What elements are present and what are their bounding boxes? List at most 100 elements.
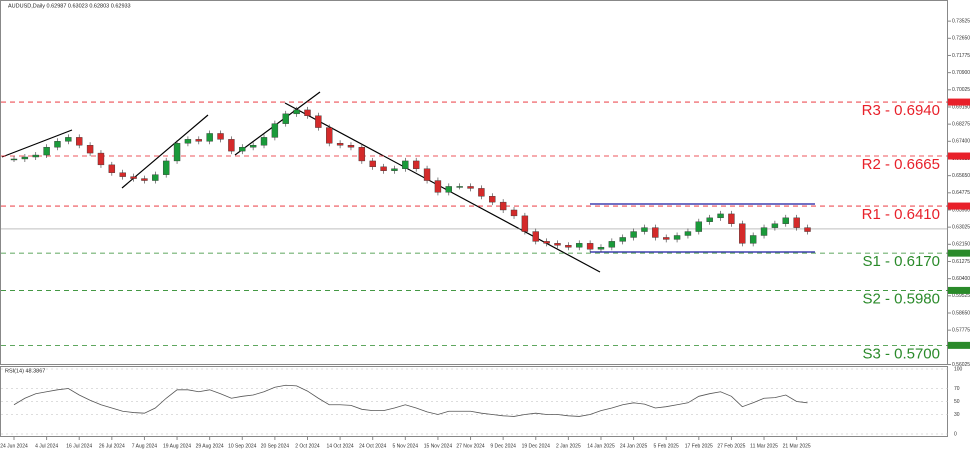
chart-title: AUDUSD,Daily 0.62987 0.63023 0.62803 0.6… — [8, 3, 131, 9]
candle — [97, 152, 105, 166]
y-tick-label: 0.63900 — [952, 207, 970, 213]
candle — [771, 223, 779, 228]
candle — [326, 127, 333, 144]
x-tick-label: 19 Dec 2024 — [522, 443, 551, 449]
x-tick-label: 29 Aug 2024 — [196, 443, 224, 449]
candle — [532, 231, 539, 242]
candle — [673, 235, 681, 240]
trend-lines — [1, 91, 815, 273]
level-label: R1 - 0.6410 — [862, 206, 940, 223]
x-tick-label: 14 Jan 2025 — [587, 443, 615, 449]
y-tick-label: 0.61275 — [952, 259, 970, 265]
candle — [739, 223, 746, 244]
x-tick-label: 24 Oct 2024 — [359, 443, 386, 449]
candle — [217, 133, 224, 140]
candle — [10, 158, 18, 161]
candle — [456, 186, 463, 188]
y-tick-label: 0.71775 — [952, 53, 970, 59]
x-tick-label: 14 Oct 2024 — [326, 443, 353, 449]
candle — [684, 231, 692, 236]
rsi-tick-label: 30 — [954, 412, 960, 418]
candle — [304, 109, 311, 116]
candle — [271, 123, 279, 138]
candle — [586, 243, 594, 250]
candle — [706, 217, 713, 222]
x-tick-label: 11 Mar 2025 — [750, 443, 778, 449]
rsi-tick-label: 0 — [954, 431, 957, 437]
candle — [336, 143, 344, 146]
candle — [141, 178, 148, 181]
x-tick-label: 5 Feb 2025 — [654, 443, 680, 449]
y-tick-label: 0.62150 — [952, 242, 970, 248]
candle — [749, 235, 757, 244]
candle — [489, 196, 496, 203]
candle — [717, 213, 724, 219]
y-tick-label: 0.68275 — [952, 121, 970, 127]
candle — [173, 143, 181, 162]
y-tick-label: 0.56025 — [952, 362, 970, 368]
level-label: S2 - 0.5980 — [862, 290, 940, 307]
candle — [21, 156, 29, 160]
candle — [663, 237, 670, 240]
candle — [86, 145, 94, 154]
candle — [630, 231, 637, 238]
candle — [641, 227, 648, 232]
level-tag — [948, 202, 970, 210]
level-tag — [948, 286, 970, 294]
y-tick-label: 0.70025 — [952, 87, 970, 93]
y-tick-label: 0.70900 — [952, 70, 970, 76]
x-tick-label: 2 Oct 2024 — [295, 443, 320, 449]
candle — [467, 186, 474, 189]
candle — [54, 141, 61, 148]
candle — [32, 154, 39, 158]
y-tick-label: 0.69150 — [952, 104, 970, 110]
y-tick-label: 0.59525 — [952, 293, 970, 299]
candle — [543, 241, 550, 244]
y-tick-label: 0.65650 — [952, 173, 970, 179]
y-tick-label: 0.63025 — [952, 224, 970, 230]
trend-line — [1, 129, 73, 158]
candle — [43, 146, 50, 156]
candle — [228, 139, 235, 152]
x-tick-label: 9 Dec 2024 — [490, 443, 516, 449]
candle — [804, 227, 811, 232]
level-tag — [948, 249, 970, 257]
candle — [478, 188, 485, 197]
candle — [206, 133, 213, 142]
x-tick-label: 26 Jul 2024 — [99, 443, 125, 449]
candle — [358, 146, 366, 162]
y-tick-label: 0.57775 — [952, 327, 970, 333]
x-tick-label: 5 Nov 2024 — [393, 443, 419, 449]
candle — [260, 137, 268, 146]
candle — [619, 237, 626, 242]
candle — [695, 221, 703, 232]
candle — [793, 217, 800, 228]
candle — [423, 168, 431, 181]
x-tick-label: 7 Aug 2024 — [132, 443, 158, 449]
y-tick-label: 0.58650 — [952, 310, 970, 316]
candle — [782, 217, 789, 224]
rsi-tick-label: 100 — [954, 366, 963, 372]
trend-line — [284, 102, 601, 273]
x-tick-label: 4 Jul 2024 — [35, 443, 58, 449]
level-tag — [948, 98, 970, 106]
candle — [510, 209, 518, 217]
candle — [402, 160, 409, 169]
candle — [65, 137, 72, 142]
x-tick-label: 24 Jan 2025 — [620, 443, 648, 449]
level-tag — [948, 341, 970, 349]
rsi-line — [13, 384, 808, 417]
level-label: R3 - 0.6940 — [862, 102, 940, 119]
candle — [162, 160, 170, 175]
candle — [347, 145, 355, 148]
level-tag — [948, 152, 970, 160]
price-panel — [0, 0, 948, 365]
candle — [760, 227, 768, 236]
candle — [565, 245, 572, 248]
x-tick-label: 21 Mar 2025 — [783, 443, 811, 449]
candle — [239, 146, 246, 152]
y-tick-label: 0.67400 — [952, 139, 970, 145]
level-label: S1 - 0.6170 — [862, 253, 940, 270]
candle — [391, 168, 398, 171]
